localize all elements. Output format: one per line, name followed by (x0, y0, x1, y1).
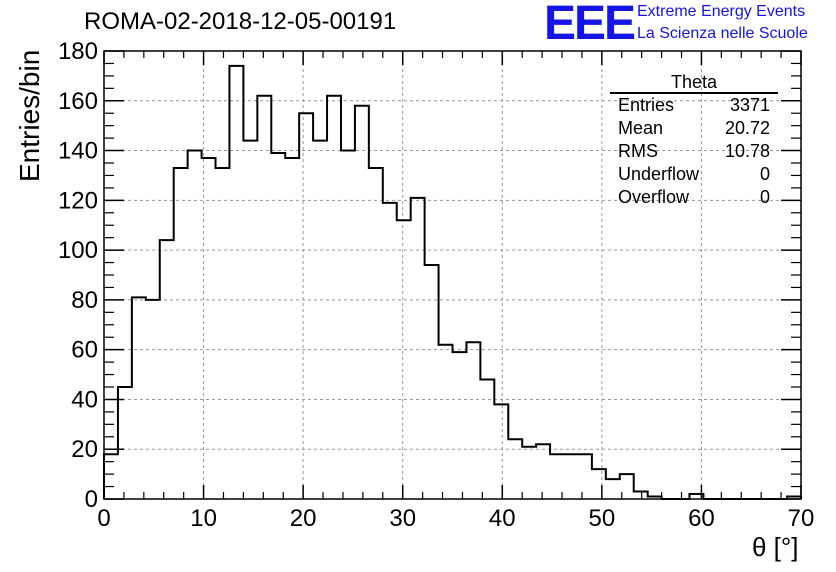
y-tick-label: 120 (58, 187, 98, 214)
stats-box: Theta Entries 3371 Mean 20.72 RMS 10.78 … (610, 72, 778, 209)
y-tick-label: 40 (71, 386, 98, 413)
y-tick-label: 60 (71, 337, 98, 364)
stats-value: 10.78 (724, 141, 770, 161)
stats-label: Underflow (618, 164, 700, 184)
x-tick-label: 10 (190, 505, 217, 532)
stats-title: Theta (670, 72, 718, 92)
x-tick-label: 20 (290, 505, 317, 532)
stats-label: RMS (618, 141, 658, 161)
stats-value: 20.72 (724, 118, 770, 138)
stats-label: Overflow (618, 187, 690, 207)
x-tick-label: 30 (389, 505, 416, 532)
brand-line-2: La Scienza nelle Scuole (637, 25, 808, 42)
x-tick-label: 40 (489, 505, 516, 532)
plot-frame (103, 50, 802, 500)
x-axis-label: θ [°] (752, 532, 799, 562)
histogram-series (103, 64, 802, 500)
y-axis-label-wrap: Entries/bin (8, 40, 48, 190)
stats-row: Underflow 0 (610, 163, 778, 186)
y-tick-label: 20 (71, 436, 98, 463)
eee-logo: EEE (544, 0, 636, 50)
y-tick-label: 160 (58, 88, 98, 115)
y-tick-label: 180 (58, 38, 98, 65)
chart-title: ROMA-02-2018-12-05-00191 (84, 8, 397, 35)
stats-row: Mean 20.72 (610, 117, 778, 140)
grid-lines (104, 51, 801, 499)
brand-line-1: Extreme Energy Events (637, 3, 806, 20)
stats-label: Entries (618, 95, 675, 115)
stats-label: Mean (618, 118, 664, 138)
stats-row: RMS 10.78 (610, 140, 778, 163)
x-tick-label: 50 (589, 505, 616, 532)
x-tick-label: 0 (97, 505, 110, 532)
tick-labels: 0 10 20 30 40 50 60 70 0 20 40 60 80 100 120 140 160 180 (58, 38, 814, 532)
y-axis-label: Entries/bin (14, 49, 45, 182)
stats-divider (610, 92, 778, 94)
stats-value: 0 (759, 187, 770, 207)
x-tick-label: 70 (788, 505, 815, 532)
y-tick-label: 80 (71, 287, 98, 314)
stats-row: Overflow 0 (610, 186, 778, 209)
stats-row: Entries 3371 (610, 94, 778, 117)
x-tick-label: 60 (688, 505, 715, 532)
stats-value: 0 (759, 164, 770, 184)
y-tick-label: 0 (85, 486, 98, 513)
stats-value: 3371 (729, 95, 770, 115)
y-tick-label: 140 (58, 138, 98, 165)
y-tick-label: 100 (58, 237, 98, 264)
